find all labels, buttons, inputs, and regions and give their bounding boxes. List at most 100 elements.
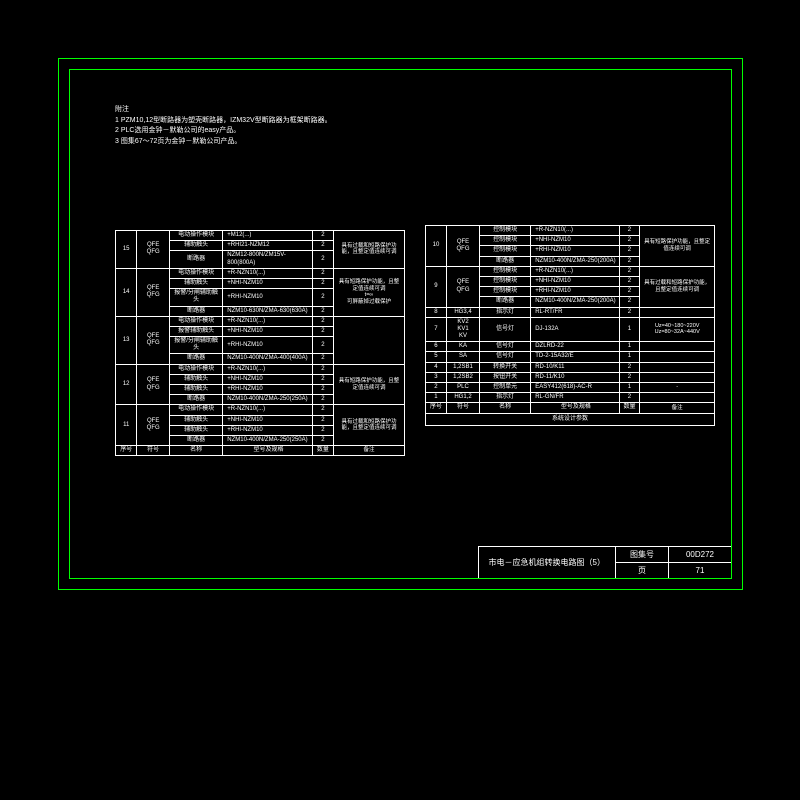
page-label: 页 (616, 563, 669, 578)
part-qty: 2 (619, 362, 640, 372)
set-label: 图集号 (616, 547, 669, 562)
row-remark (640, 393, 715, 403)
part-qty: 2 (312, 415, 333, 425)
row-code: QFEQFG (446, 226, 479, 267)
row-remark: 具有过载和短路保护功能，且整定值连续可调 (640, 266, 715, 307)
part-model: +NHI-NZM10 (223, 374, 312, 384)
part-name: 转换开关 (480, 362, 531, 372)
title-block: 市电－应急机组转换电路图（5） 图集号 00D272 页 71 (478, 546, 731, 578)
part-name: 断路器 (169, 306, 222, 316)
part-name: 指示灯 (480, 307, 531, 317)
part-qty: 2 (619, 297, 640, 307)
part-qty: 2 (619, 287, 640, 297)
table-footer: 系统设计参数 (426, 413, 715, 425)
part-qty: 2 (312, 405, 333, 415)
row-number: 15 (116, 231, 137, 269)
row-number: 10 (426, 226, 447, 267)
part-name: 控制模块 (480, 236, 531, 246)
row-code: QFEQFG (137, 405, 170, 446)
part-name: 信号灯 (480, 342, 531, 352)
row-code: 1,2SB1 (446, 362, 479, 372)
row-number: 14 (116, 268, 137, 316)
part-name: 报警辅助触头 (169, 326, 222, 336)
row-code: HG1,2 (446, 393, 479, 403)
part-qty: 1 (619, 317, 640, 342)
part-name: 断路器 (480, 256, 531, 266)
row-remark: 具有短路保护功能，且整定值连续可调 (334, 364, 405, 405)
part-model: DJ-132A (531, 317, 619, 342)
notes-title: 附注 (115, 105, 332, 116)
page-value: 71 (669, 563, 731, 578)
part-model: NZM10-630N/ZMA-630(630A) (223, 306, 312, 316)
row-number: 9 (426, 266, 447, 307)
part-qty: 2 (312, 425, 333, 435)
part-model: +RHI-NZM10 (223, 337, 312, 354)
row-remark (640, 372, 715, 382)
column-header: 备注 (640, 403, 715, 413)
part-name: 电动操作模块 (169, 405, 222, 415)
part-qty: 2 (619, 256, 640, 266)
row-number: 8 (426, 307, 447, 317)
part-name: 控制模块 (480, 276, 531, 286)
part-qty: 2 (312, 326, 333, 336)
part-qty: 2 (619, 372, 640, 382)
part-name: 按钮开关 (480, 372, 531, 382)
row-remark: 具有短路保护功能，且整定值连续可调 (640, 226, 715, 267)
part-model: +R-NZN10(...) (223, 268, 312, 278)
part-name: 断路器 (169, 251, 222, 268)
row-remark (640, 352, 715, 362)
part-name: 报警/分闸辅助触头 (169, 337, 222, 354)
set-value: 00D272 (669, 547, 731, 562)
part-model: RL-GN/FR (531, 393, 619, 403)
column-header: 序号 (116, 446, 137, 456)
part-name: 指示灯 (480, 393, 531, 403)
part-model: NZM10-400N/ZMA-250(200A) (531, 297, 619, 307)
row-code: QFEQFG (137, 231, 170, 269)
part-qty: 2 (619, 307, 640, 317)
part-model: +NHI-NZM10 (223, 278, 312, 288)
part-name: 辅助触头 (169, 241, 222, 251)
part-model: +R-NZN10(...) (531, 266, 619, 276)
part-qty: 1 (619, 342, 640, 352)
part-model: +NHI-NZM10 (223, 415, 312, 425)
row-code: 1,2SB2 (446, 372, 479, 382)
row-code: SA (446, 352, 479, 362)
part-qty: 2 (312, 241, 333, 251)
part-name: 辅助触头 (169, 374, 222, 384)
part-model: RD-11/K10 (531, 372, 619, 382)
part-name: 辅助触头 (169, 415, 222, 425)
part-name: 信号灯 (480, 352, 531, 362)
part-qty: 2 (619, 226, 640, 236)
row-code: QFEQFG (137, 316, 170, 364)
part-qty: 2 (619, 266, 640, 276)
part-qty: 2 (312, 435, 333, 445)
part-model: RL-RT/FR (531, 307, 619, 317)
row-number: 4 (426, 362, 447, 372)
row-remark: 具有短路保护功能，且整定值连续可调t=∞可屏蔽掉过载保护 (334, 268, 405, 316)
row-remark (334, 316, 405, 364)
column-header: 符号 (137, 446, 170, 456)
column-header: 数量 (312, 446, 333, 456)
part-qty: 2 (619, 246, 640, 256)
row-remark: 具有过载和短路保护功能，且整定值连续可调 (334, 231, 405, 269)
notes-line: 2 PLC选用金钟－默勒公司的easy产品。 (115, 126, 332, 137)
part-model: DZLRD-22 (531, 342, 619, 352)
part-qty: 1 (619, 383, 640, 393)
part-qty: 1 (619, 352, 640, 362)
part-model: NZM10-400N/ZMA-250(250A) (223, 395, 312, 405)
part-name: 断路器 (169, 395, 222, 405)
row-number: 7 (426, 317, 447, 342)
part-qty: 2 (312, 268, 333, 278)
part-model: +R-NZN10(...) (531, 226, 619, 236)
part-qty: 2 (312, 354, 333, 364)
parts-table-left: 15QFEQFG电动操作模块+M12(...)2具有过载和短路保护功能，且整定值… (115, 230, 405, 456)
row-code: QFEQFG (446, 266, 479, 307)
drawing-inner-frame: 附注 1 PZM10,12型断路器为塑壳断路器，IZM32V型断路器为框架断路器… (69, 69, 732, 579)
parts-table-right: 10QFEQFG控制模块+R-NZN10(...)2具有短路保护功能，且整定值连… (425, 225, 715, 426)
notes-block: 附注 1 PZM10,12型断路器为塑壳断路器，IZM32V型断路器为框架断路器… (115, 105, 332, 147)
part-qty: 2 (312, 395, 333, 405)
column-header: 数量 (619, 403, 640, 413)
notes-line: 3 图集67～72页为金钟－默勒公司产品。 (115, 137, 332, 148)
part-name: 控制模块 (480, 226, 531, 236)
part-name: 断路器 (169, 435, 222, 445)
